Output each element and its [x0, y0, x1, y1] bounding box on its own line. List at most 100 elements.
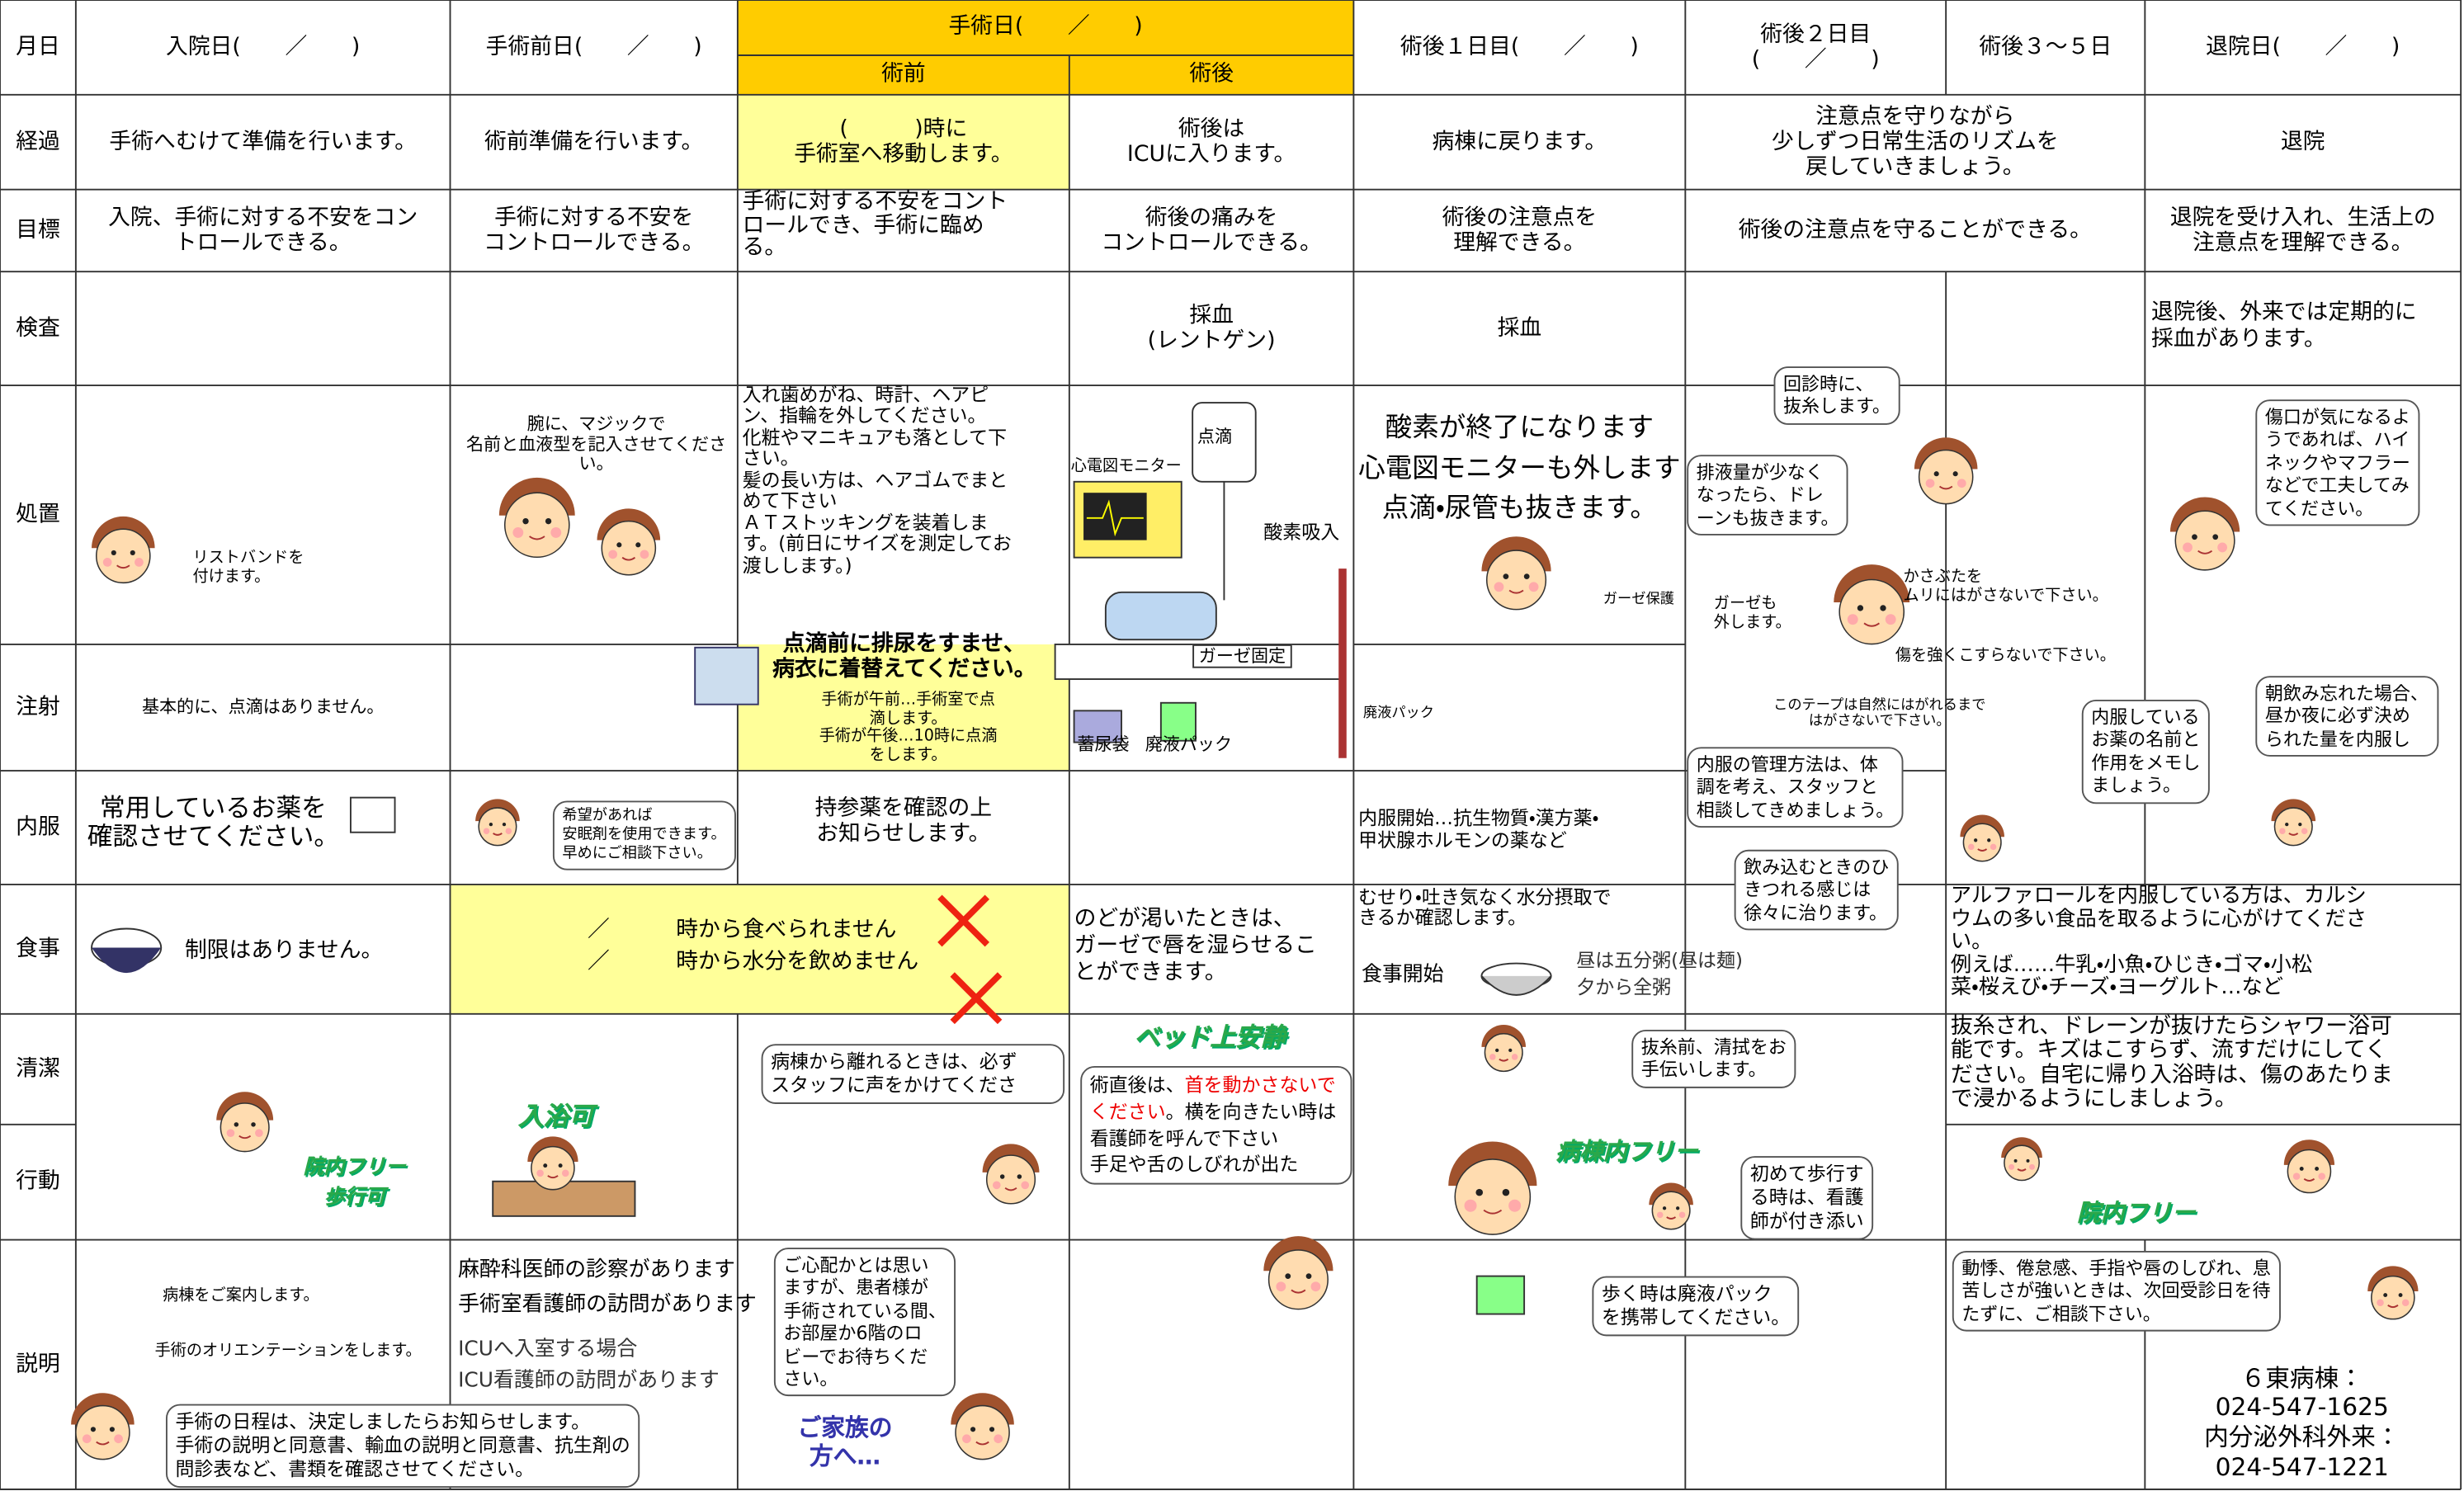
face-part: [1933, 471, 1939, 477]
face-part: [2183, 542, 2193, 553]
highlight-cell: [737, 644, 1069, 771]
face-part: [955, 1404, 1010, 1460]
speech-bubble: 回診時に、 抜糸します。: [1773, 366, 1900, 425]
cell-text: 退院: [2280, 129, 2325, 155]
cell-text: 術後は ICUに入ります。: [1126, 116, 1296, 168]
equipment-label: 心電図モニター: [1070, 458, 1182, 476]
face-part: [1502, 1188, 1510, 1196]
header-cell: 手術前日( ／ ): [485, 35, 702, 60]
cell-text: 手術のオリエンテーションをします。: [154, 1342, 422, 1361]
face-part: [1968, 843, 1975, 851]
cell-text: 手術へむけて準備を行います。: [109, 129, 417, 155]
header-cell: 術前: [881, 62, 926, 88]
header-cell: 術後: [1189, 62, 1234, 88]
face-part: [970, 1427, 976, 1432]
row-label: 目標: [16, 218, 60, 243]
face-part: [1863, 622, 1880, 627]
speech-bubble: 術直後は、首を動かさないでください。横を向きたい時は看護師を呼んで下さい 手足や…: [1080, 1066, 1352, 1185]
cell-text: 内服開始…抗生物質・漢方薬・ 甲状腺ホルモンの薬など: [1358, 807, 1599, 852]
no-food-icon: [937, 894, 1003, 1025]
status-label: 院内フリー: [2077, 1198, 2196, 1228]
face-part: [1678, 1211, 1686, 1219]
face-part: [522, 517, 529, 525]
equipment-label: 蓄尿袋: [1077, 734, 1130, 755]
face-part: [1004, 1187, 1017, 1191]
speech-bubble: 初めて歩行す る時は、看護 師が付き添い: [1740, 1156, 1874, 1240]
face-part: [2285, 823, 2289, 827]
face-part: [2298, 823, 2302, 827]
cell-text: 術後の注意点を守ることができる。: [1738, 218, 2092, 243]
speech-bubble: 朝飲み忘れた場合、 昼か夜に必ず決め られた量を内服し: [2255, 676, 2438, 757]
face-part: [1957, 479, 1966, 488]
face-part: [1499, 1058, 1509, 1062]
status-label: ベッド上安静: [1134, 1022, 1286, 1052]
face-part: [1666, 1216, 1677, 1220]
header-cell: 月日: [16, 35, 60, 60]
face-part: [109, 1427, 115, 1432]
rice-bowl: [92, 947, 162, 974]
face-part: [543, 1163, 548, 1168]
face-part: [2292, 1173, 2301, 1180]
face-part: [1925, 479, 1935, 488]
cell-text: むせり・吐き気なく水分摂取で きるか確認します。: [1358, 885, 1612, 929]
face-part: [493, 833, 503, 836]
face-part: [1839, 578, 1905, 645]
note-text: 術直後は、: [1089, 1073, 1185, 1097]
face-part: [1918, 449, 1974, 505]
illustration-caption: 傷を強くこすらないで下さい。: [1895, 647, 2116, 665]
face-part: [2008, 1163, 2015, 1170]
face-part: [550, 527, 562, 538]
cell-text: 点滴前に排尿をすませ、 病衣に着替えてください。: [772, 631, 1036, 682]
cell-text: 持参薬を確認の上 お知らせします。: [814, 795, 993, 847]
face-part: [226, 1129, 235, 1137]
face-part: [616, 542, 622, 548]
cell-text: 病棟をご案内します。: [163, 1286, 319, 1305]
contact-info: ６東病棟： 024-547-1625 内分泌外科外来： 024-547-1221: [2204, 1364, 2400, 1481]
cell-text: 常用しているお薬を 確認させてください。: [87, 792, 340, 852]
illustrations: [91, 402, 1552, 1315]
cell-text: 術後の痛みを コントロールできる。: [1101, 205, 1322, 257]
equipment-label: 酸素吸入: [1263, 521, 1340, 544]
cell-text: アルファロールを内服している方は、カルシ ウムの多い食品を取るように心がけてくだ…: [1950, 884, 2367, 1000]
gown-icon: [694, 646, 759, 705]
face-part: [2029, 1163, 2035, 1170]
face-part: [1494, 582, 1504, 592]
speech-bubble: ご心配かとは思い ますが、患者様が 手術されている間、 お部屋か6階のロ ビーで…: [773, 1248, 956, 1397]
row-label: 食事: [16, 936, 60, 962]
speech-bubble: 内服している お薬の名前と 作用をメモし ましょう。: [2081, 699, 2210, 804]
face-part: [999, 1174, 1005, 1179]
face-part: [561, 1169, 569, 1177]
face-part: [1885, 614, 1896, 625]
cell-text: 入れ歯めがね、時計、ヘアピ ン、指輪を外してください。 化粧やマニキュアも落とし…: [742, 384, 1012, 576]
face-part: [640, 550, 649, 559]
surgery-header-bg: [737, 0, 1354, 95]
face-part: [2401, 1299, 2410, 1307]
cell-text: 食事開始: [1361, 963, 1444, 988]
cell-text: 術後の注意点を 理解できる。: [1442, 205, 1598, 257]
cell-text: 退院を受け入れ、生活上の 注意点を理解できる。: [2169, 205, 2436, 257]
face-part: [2387, 1305, 2399, 1309]
face-part: [545, 517, 552, 525]
face-part: [547, 1175, 559, 1179]
face-part: [2279, 828, 2286, 834]
face-part: [1662, 1206, 1667, 1210]
equipment-label: 廃液パック: [1145, 734, 1232, 755]
face-part: [116, 564, 130, 569]
cell-text: 退院後、外来では定期的に 採血があります。: [2151, 300, 2417, 352]
face-part: [2299, 1166, 2304, 1171]
speech-bubble: 飲み込むときのひ きつれる感じは 徐々に治ります。: [1734, 849, 1899, 931]
speech-bubble: 病棟から離れるときは、必ず スタッフに声をかけてくださ: [761, 1044, 1065, 1104]
face-part: [1503, 573, 1509, 580]
face-part: [111, 550, 116, 555]
face-part: [2212, 534, 2219, 540]
cell-text: 病棟に戻ります。: [1432, 129, 1607, 155]
header-cell: 入院日( ／ ): [166, 35, 361, 60]
cell-text: ／ 時から食べられません ／ 時から水分を飲めません: [588, 918, 919, 974]
speech-bubble: 抜糸前、清拭をお 手伝いします。: [1631, 1029, 1796, 1088]
header-cell: 術後２日目 ( ／ ): [1751, 21, 1880, 73]
face-part: [1305, 1273, 1312, 1279]
face-part: [621, 556, 636, 561]
cell-text: 麻酔科医師の診察があります 手術室看護師の訪問があります: [458, 1257, 757, 1317]
